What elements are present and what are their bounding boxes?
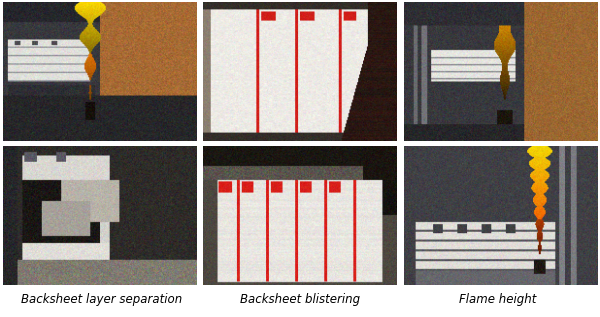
Text: Backsheet blistering: Backsheet blistering xyxy=(240,293,360,306)
Text: Backsheet layer separation: Backsheet layer separation xyxy=(22,293,182,306)
Text: Flame height: Flame height xyxy=(460,293,536,306)
